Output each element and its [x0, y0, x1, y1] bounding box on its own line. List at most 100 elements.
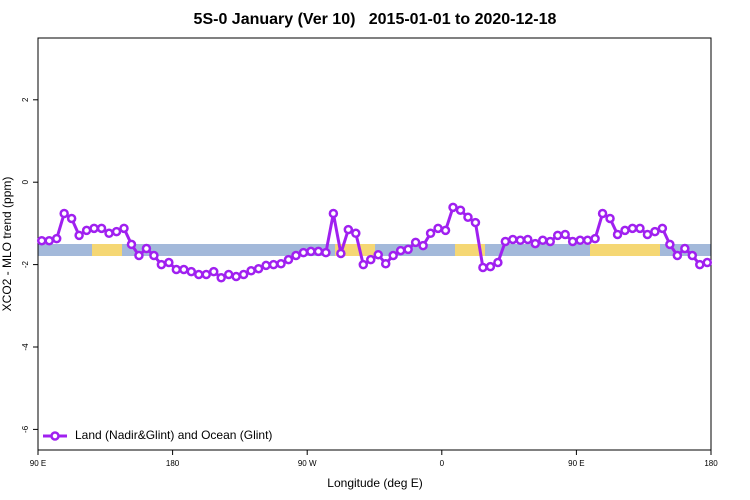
x-axis-label: Longitude (deg E) — [327, 476, 422, 490]
data-point — [373, 249, 383, 260]
data-point — [44, 235, 54, 246]
data-point — [515, 235, 526, 246]
plot-frame — [37, 37, 712, 451]
data-point — [59, 208, 69, 219]
data-point — [186, 266, 197, 277]
data-point — [478, 262, 488, 273]
data-point — [298, 247, 309, 258]
data-point — [440, 225, 451, 236]
data-point — [642, 229, 653, 240]
data-point — [306, 246, 316, 257]
data-point — [283, 254, 294, 265]
data-point — [231, 271, 241, 282]
data-point — [126, 239, 137, 250]
data-point — [336, 248, 346, 259]
data-point — [635, 223, 645, 234]
data-point — [612, 229, 623, 240]
data-point — [538, 235, 548, 246]
data-point — [425, 228, 436, 239]
data-point — [321, 247, 331, 258]
land-patch — [92, 244, 122, 256]
legend: Land (Nadir&Glint) and Ocean (Glint) — [43, 428, 272, 442]
data-point — [508, 234, 518, 245]
x-tick-label: 90 W — [298, 459, 317, 468]
data-point — [455, 205, 466, 215]
data-point — [485, 261, 496, 272]
data-point — [702, 257, 713, 268]
data-point — [388, 250, 398, 261]
data-point — [238, 269, 249, 280]
data-point — [134, 250, 144, 261]
data-point — [291, 250, 301, 261]
data-point — [104, 228, 114, 239]
data-point — [672, 250, 683, 261]
data-point — [605, 213, 615, 224]
data-point — [410, 237, 421, 248]
data-point — [66, 213, 77, 224]
x-tick-label: 180 — [704, 459, 718, 468]
data-point — [328, 208, 339, 219]
data-point — [366, 254, 376, 265]
land-patch — [590, 244, 660, 256]
data-point — [463, 212, 473, 222]
data-point — [246, 266, 256, 276]
data-point — [208, 266, 219, 277]
data-point — [81, 225, 92, 236]
y-tick-label: -6 — [21, 425, 30, 433]
data-point — [530, 238, 541, 249]
y-tick-label: -2 — [21, 260, 30, 268]
data-point — [351, 228, 361, 239]
data-point — [358, 259, 369, 270]
x-tick-label: 90 E — [568, 459, 584, 468]
data-point — [276, 259, 286, 269]
data-point — [680, 243, 690, 254]
data-point — [96, 223, 107, 234]
chart-title: 5S-0 January (Ver 10) 2015-01-01 to 2020… — [194, 11, 557, 28]
data-point — [164, 257, 174, 268]
data-point — [313, 246, 324, 257]
data-point — [657, 223, 668, 234]
data-point — [74, 230, 84, 241]
data-point — [687, 250, 698, 261]
data-point — [216, 273, 226, 283]
data-point — [620, 225, 630, 236]
legend-label: Land (Nadir&Glint) and Ocean (Glint) — [75, 428, 272, 442]
data-point — [223, 269, 234, 280]
data-point — [36, 235, 47, 246]
y-tick-label: -4 — [21, 343, 30, 351]
data-point — [156, 259, 167, 270]
data-point — [567, 236, 578, 247]
legend-marker — [50, 431, 60, 441]
y-tick-label: 0 — [21, 179, 30, 184]
data-point — [560, 229, 570, 240]
data-point — [545, 236, 555, 247]
data-point — [590, 233, 600, 244]
data-point — [111, 226, 122, 237]
data-point — [89, 223, 99, 234]
data-point — [149, 250, 159, 261]
land-patch — [455, 244, 485, 256]
data-point — [582, 235, 593, 246]
data-point — [261, 260, 271, 271]
data-point — [141, 243, 152, 254]
data-point — [575, 235, 585, 246]
data-point — [665, 239, 675, 250]
data-point — [171, 264, 182, 275]
data-point — [403, 244, 413, 255]
data-point — [433, 223, 443, 234]
data-point — [418, 240, 428, 251]
data-point — [597, 208, 608, 219]
data-point — [650, 226, 660, 237]
data-point — [380, 259, 391, 269]
data-point — [179, 264, 189, 275]
data-point — [253, 263, 264, 274]
data-point — [448, 202, 458, 213]
data-point — [470, 217, 481, 228]
data-point — [51, 233, 62, 244]
data-point — [523, 234, 533, 245]
y-tick-label: 2 — [21, 97, 30, 102]
data-point — [493, 257, 503, 268]
data-point — [695, 259, 705, 270]
x-tick-label: 0 — [440, 459, 445, 468]
